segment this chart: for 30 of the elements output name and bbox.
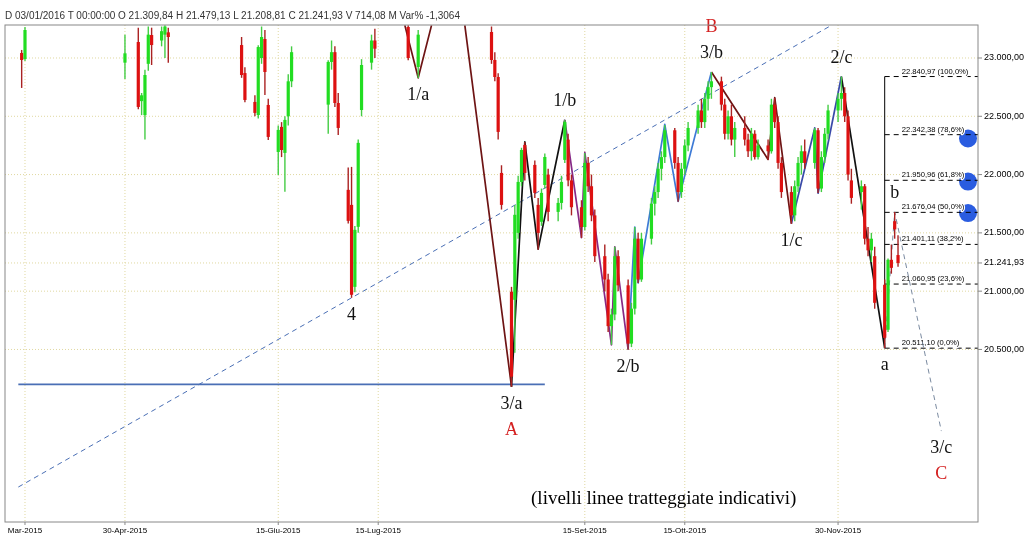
annotation: 1/a [407,83,430,104]
annotation: 3/c [930,437,953,458]
x-tick-label: 30-Nov-2015 [814,526,862,535]
y-tick-label: 20.500,00 [984,343,1024,354]
annotation: A [504,418,518,439]
y-tick-label: 21.241,93 [984,257,1024,268]
annotation: 3/a [500,392,523,413]
x-tick-label: 15-Set-2015 [562,526,608,535]
annotation: C [935,463,948,484]
x-tick-label: 15-Lug-2015 [355,526,402,535]
y-tick-label: 22.000,00 [984,168,1024,179]
annotation: 3/b [699,42,723,63]
annotation: b [890,182,900,203]
annotation: 2/c [830,46,853,67]
annotation: (livelli linee tratteggiate indicativi) [531,487,797,510]
annotation: B [705,16,718,37]
y-tick-label: 21.000,00 [984,285,1024,296]
y-tick-label: 22.500,00 [984,110,1024,121]
y-tick-label: 21.500,00 [984,227,1024,238]
annotation: 2/b [616,355,640,376]
x-tick-label: 15-Ott-2015 [663,526,707,535]
y-tick-label: 23.000,00 [984,52,1024,63]
x-tick-label: 30-Apr-2015 [102,526,148,535]
annotation: 1/b [553,89,577,110]
annotation: 1/c [780,229,803,250]
chart-subtitle: D 03/01/2016 T 00:00:00 O 21.309,84 H 21.479,13 L 21.208,81 C 21.241,93 V 714,08 M Var% -1,3064 [5,10,461,21]
annotation: a [880,354,889,375]
annotation: 4 [347,303,357,324]
x-tick-label: Mar-2015 [7,526,43,535]
x-tick-label: 15-Giu-2015 [256,526,302,535]
